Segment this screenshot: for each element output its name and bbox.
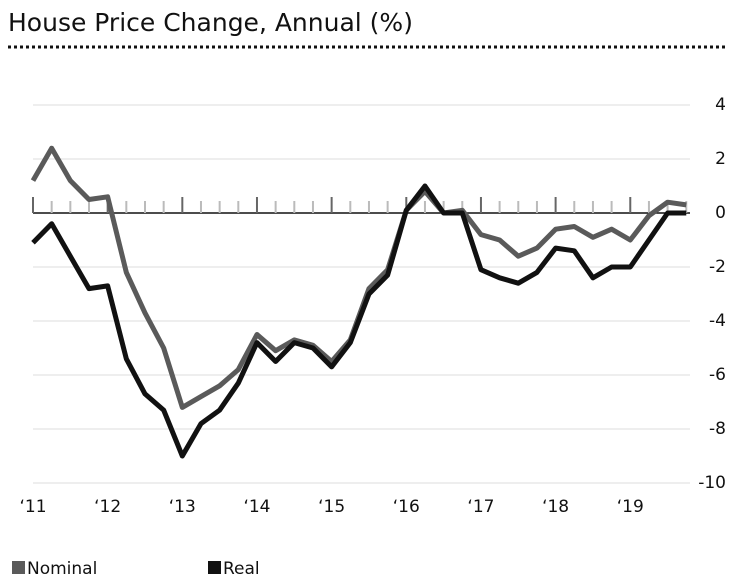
legend-swatch [12, 561, 25, 574]
x-tick-label: ‘14 [243, 497, 270, 517]
y-tick-label: -8 [709, 419, 726, 439]
y-tick-label: -4 [709, 311, 726, 331]
x-tick-label: ‘13 [169, 497, 196, 517]
y-tick-label: 2 [715, 149, 726, 169]
legend-label: Nominal [27, 559, 97, 578]
x-tick-label: ‘11 [19, 497, 46, 517]
x-tick-label: ‘15 [318, 497, 345, 517]
x-tick-label: ‘17 [467, 497, 494, 517]
x-tick-label: ‘16 [393, 497, 420, 517]
y-tick-label: 4 [715, 95, 726, 115]
x-tick-label: ‘18 [542, 497, 569, 517]
y-tick-label: -6 [709, 365, 726, 385]
y-tick-label: -10 [698, 473, 726, 493]
legend-swatch [208, 561, 221, 574]
y-tick-label: -2 [709, 257, 726, 277]
x-tick-label: ‘12 [94, 497, 121, 517]
line-series [31, 183, 687, 459]
y-tick-label: 0 [715, 203, 726, 223]
legend-label: Real [223, 559, 260, 578]
x-tick-label: ‘19 [617, 497, 644, 517]
chart-title: House Price Change, Annual (%) [8, 8, 413, 37]
